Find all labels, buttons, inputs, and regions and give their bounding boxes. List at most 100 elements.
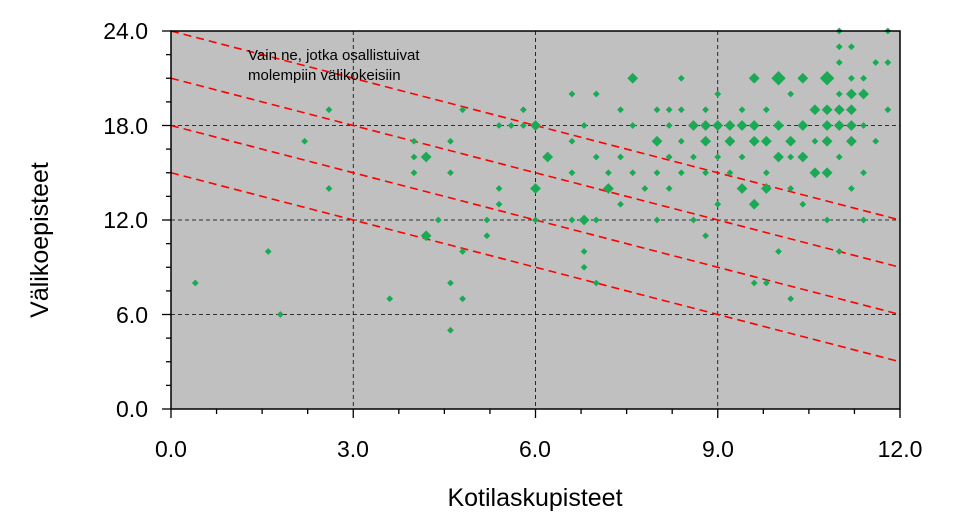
data-point xyxy=(771,71,786,86)
data-point xyxy=(447,326,454,334)
data-point xyxy=(677,106,685,114)
data-point xyxy=(787,295,795,303)
data-point xyxy=(762,169,770,177)
data-point xyxy=(773,120,784,131)
data-point xyxy=(617,106,624,114)
y-tick-label-2: 12.0 xyxy=(103,207,148,233)
axis-ticks xyxy=(162,30,901,418)
data-point xyxy=(641,185,649,192)
data-point xyxy=(665,106,673,114)
data-point xyxy=(760,183,772,194)
data-point xyxy=(726,169,734,177)
data-point xyxy=(483,232,491,240)
data-point xyxy=(653,169,661,177)
data-point xyxy=(530,120,541,131)
annotation-line-2: molempiin välikokeisiin xyxy=(248,67,401,84)
data-point xyxy=(483,216,491,224)
data-point xyxy=(833,120,845,131)
data-point xyxy=(459,248,466,255)
data-point xyxy=(580,263,588,271)
data-point xyxy=(592,153,600,161)
data-points xyxy=(191,27,892,334)
x-tick-label-2: 6.0 xyxy=(519,436,551,462)
data-point xyxy=(821,120,833,131)
data-point xyxy=(700,120,711,131)
y-tick-label-4: 24.0 xyxy=(103,18,148,44)
data-point xyxy=(592,279,600,287)
data-point xyxy=(797,72,809,84)
data-point xyxy=(580,248,588,255)
data-point xyxy=(700,135,711,147)
annotation-line-1: Vain ne, jotka osallistuivat xyxy=(248,47,420,64)
data-point xyxy=(811,137,819,145)
data-point xyxy=(410,153,418,161)
data-point xyxy=(702,106,709,114)
data-point xyxy=(542,151,554,163)
data-point xyxy=(568,137,576,145)
data-point xyxy=(714,200,722,208)
data-point xyxy=(835,59,843,66)
data-point xyxy=(507,122,515,129)
data-point xyxy=(846,120,857,131)
data-point xyxy=(785,135,797,147)
data-point xyxy=(532,216,539,224)
data-point xyxy=(459,106,466,114)
data-point xyxy=(617,153,624,161)
data-point xyxy=(677,169,685,177)
x-axis-title: Kotilaskupisteet xyxy=(447,484,622,512)
data-point xyxy=(860,74,867,82)
data-point xyxy=(748,72,760,84)
data-point xyxy=(748,198,760,210)
data-point xyxy=(447,279,454,287)
data-point xyxy=(519,122,527,129)
data-point xyxy=(191,279,199,287)
data-point xyxy=(690,153,697,161)
data-point xyxy=(264,248,272,255)
data-point xyxy=(787,153,795,161)
data-point xyxy=(799,200,807,208)
x-tick-label-4: 12.0 xyxy=(878,436,923,462)
data-point xyxy=(447,137,454,145)
data-point xyxy=(434,216,442,224)
reference-line xyxy=(170,77,901,269)
data-point xyxy=(325,106,333,114)
data-point xyxy=(819,71,835,86)
y-axis-title: Välikoepisteet xyxy=(26,162,54,318)
data-point xyxy=(714,153,722,161)
data-point xyxy=(495,185,503,192)
data-point xyxy=(773,151,784,163)
data-point xyxy=(835,90,843,98)
data-point xyxy=(821,167,833,179)
data-point xyxy=(872,137,880,145)
data-point xyxy=(748,120,760,131)
data-point xyxy=(848,185,855,192)
data-point xyxy=(750,279,758,287)
data-point xyxy=(568,169,576,177)
data-point xyxy=(530,183,541,194)
data-point xyxy=(821,135,833,147)
data-point xyxy=(762,279,770,287)
y-tick-label-3: 18.0 xyxy=(103,113,148,139)
data-point xyxy=(846,88,857,100)
data-point xyxy=(797,151,809,163)
data-point xyxy=(459,295,466,303)
data-point xyxy=(702,232,709,240)
data-point xyxy=(603,183,614,194)
data-point xyxy=(495,122,503,129)
reference-lines xyxy=(170,30,901,363)
data-point xyxy=(592,90,600,98)
data-point xyxy=(651,135,663,147)
reference-line xyxy=(170,171,901,363)
data-point xyxy=(653,106,661,114)
data-point xyxy=(495,200,503,208)
x-tick-label-0: 0.0 xyxy=(155,436,187,462)
data-point xyxy=(386,295,394,303)
data-point xyxy=(821,104,833,116)
data-point xyxy=(846,135,857,147)
data-point xyxy=(627,72,639,84)
data-point xyxy=(580,122,588,129)
data-point xyxy=(748,135,760,147)
data-point xyxy=(884,59,892,66)
data-point xyxy=(858,88,869,100)
